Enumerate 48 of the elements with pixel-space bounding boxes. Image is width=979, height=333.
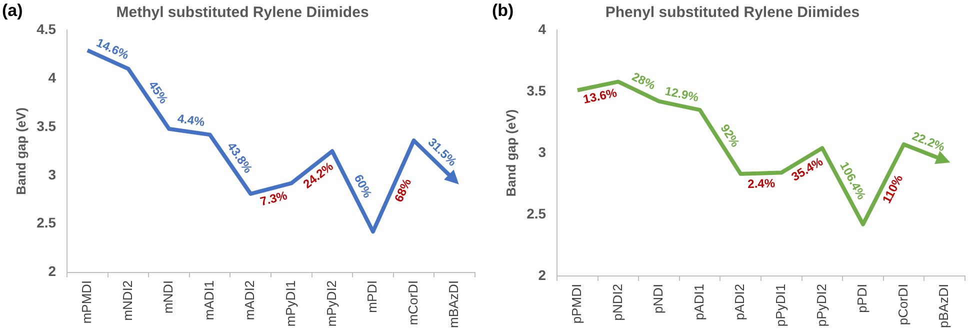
x-tick-label: pPDI [854, 284, 870, 313]
x-tick-label: mADI1 [201, 280, 216, 320]
x-tick-label: mNDI [160, 280, 176, 314]
annotation: 4.4% [176, 111, 206, 130]
text: (a) [2, 1, 23, 20]
chart-title: Methyl substituted Rylene Diimides [116, 4, 369, 22]
x-tick-label: pNDI [650, 284, 666, 314]
x-tick-label: pNDI2 [610, 284, 625, 321]
annotation: 110% [880, 172, 906, 206]
x-tick-label: mPMDI [79, 280, 94, 324]
x-tick-label: pPyDI2 [814, 284, 829, 327]
annotation: 2.4% [747, 176, 776, 191]
y-tick-label: 3 [48, 166, 56, 182]
y-tick-label: 4 [538, 20, 546, 37]
annotation: 7.3% [258, 188, 289, 209]
x-tick-label: pCorDI [895, 284, 910, 326]
y-tick-label: 2.5 [526, 205, 546, 222]
annotation: 22.2% [910, 128, 948, 154]
y-tick-label: 2 [538, 266, 546, 283]
y-axis-title: Band gap (eV) [13, 107, 28, 195]
x-tick-label: pADI2 [732, 284, 748, 320]
y-tick-label: 2.5 [36, 214, 56, 231]
chart-title: Phenyl substituted Rylene Diimides [605, 4, 860, 22]
annotation: 12.9% [664, 84, 700, 105]
annotation: 28% [630, 69, 658, 93]
annotation: 13.6% [582, 86, 618, 106]
x-tick-label: pADI1 [691, 284, 706, 320]
y-tick-label: 3.5 [36, 118, 56, 134]
x-tick-label: mBAzDI [446, 280, 462, 328]
annotation: 60% [351, 172, 375, 200]
x-tick-label: pPyDI1 [773, 284, 788, 327]
y-tick-label: 3 [538, 144, 546, 160]
annotation: 14.6% [94, 36, 132, 62]
x-tick-label: mPyDI2 [324, 280, 339, 327]
y-tick-label: 3.5 [526, 82, 546, 98]
x-tick-label: pPMDI [569, 284, 584, 324]
x-tick-label: mPDI [364, 280, 380, 313]
text: (b) [492, 1, 514, 20]
x-tick-label: mADI2 [242, 280, 258, 320]
x-tick-label: mPyDI1 [283, 280, 298, 327]
x-tick-label: pBAzDI [936, 284, 952, 328]
y-tick-label: 4.5 [36, 20, 56, 37]
y-tick-label: 2 [48, 263, 56, 280]
y-tick-label: 4 [48, 69, 56, 86]
x-tick-label: mNDI2 [120, 280, 135, 321]
y-axis-title: Band gap (eV) [503, 109, 518, 197]
annotation: 68% [392, 176, 414, 204]
x-tick-label: mCorDI [405, 280, 420, 326]
